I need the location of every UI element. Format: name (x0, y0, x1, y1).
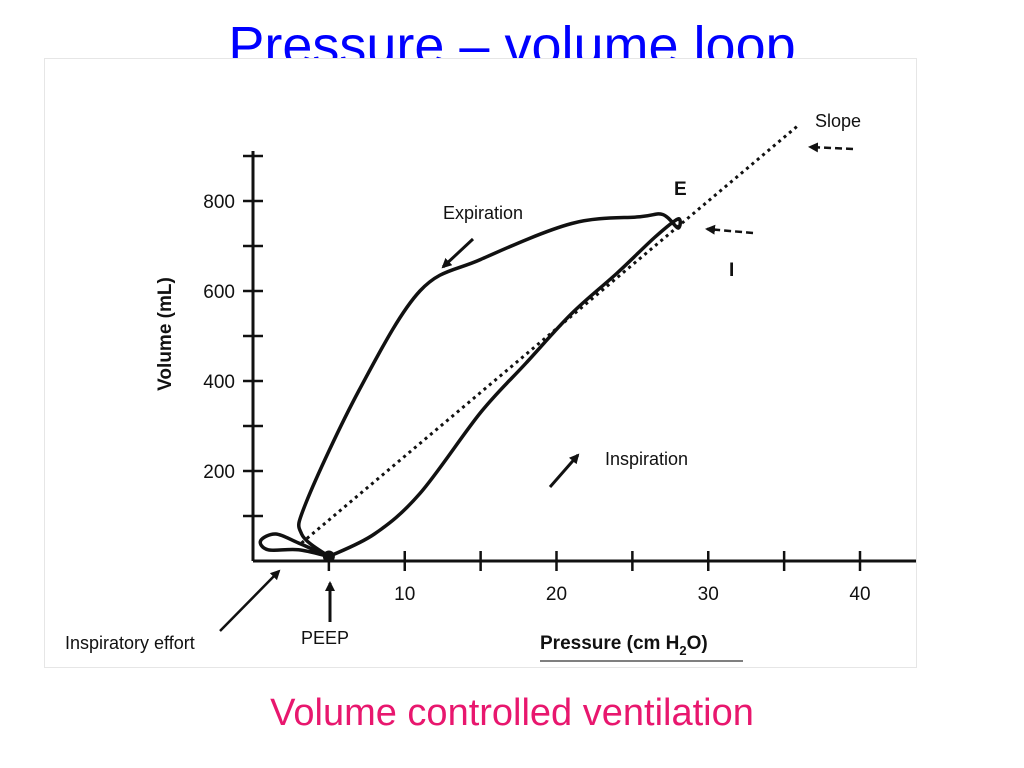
x-tick-label: 20 (546, 584, 567, 605)
expiration-arrow (441, 237, 475, 269)
slope-line (300, 123, 801, 545)
chart-svg: 10 20 30 40 200 400 600 800 Volume (mL) Pressur… (65, 111, 916, 662)
axis-tick-labels: 10 20 30 40 200 400 600 800 (203, 192, 870, 605)
x-tick-label: 30 (698, 584, 719, 605)
x-axis-label-subscript: 2 (679, 643, 686, 658)
e-label: E (674, 179, 687, 200)
y-tick-label: 800 (203, 192, 235, 213)
y-tick-label: 600 (203, 282, 235, 303)
i-label: I (729, 260, 734, 281)
x-tick-label: 10 (394, 584, 415, 605)
x-tick-label: 40 (849, 584, 870, 605)
inspiratory-effort-label: Inspiratory effort (65, 633, 195, 653)
inspiratory-effort-arrow (219, 569, 281, 632)
peep-label: PEEP (301, 628, 349, 648)
inspiration-label: Inspiration (605, 449, 688, 469)
y-tick-label: 400 (203, 372, 235, 393)
axis-ticks (243, 154, 862, 571)
pressure-volume-chart: 10 20 30 40 200 400 600 800 Volume (mL) Pressur… (44, 58, 917, 668)
slope-label: Slope (815, 111, 861, 131)
x-axis-label-prefix: Pressure (cm H (540, 633, 679, 654)
expiration-label: Expiration (443, 203, 523, 223)
y-tick-label: 200 (203, 462, 235, 483)
peep-point (322, 550, 335, 563)
x-axis-label: Pressure (cm H2O) (540, 633, 708, 658)
i-arrow (705, 224, 754, 235)
y-axis-label: Volume (mL) (155, 277, 176, 391)
inspiration-arrow (548, 453, 580, 488)
slope-arrow (808, 142, 854, 153)
slide-subtitle: Volume controlled ventilation (270, 692, 754, 734)
inspiratory-effort-loop (258, 532, 330, 559)
x-axis-label-suffix: O) (687, 633, 708, 654)
pv-loop-curve (297, 212, 683, 559)
